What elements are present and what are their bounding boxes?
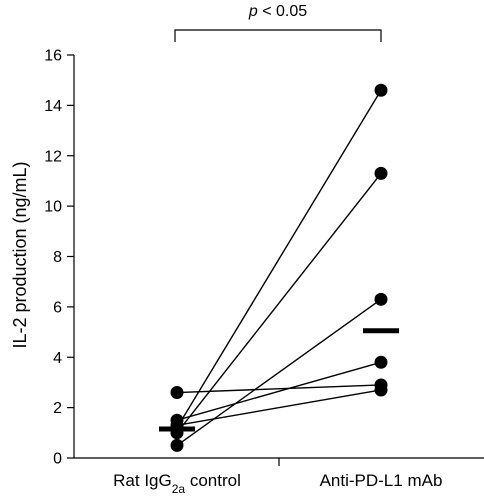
- pair-line: [176, 172, 382, 434]
- x-category-label-control: Rat IgG2a control: [113, 471, 241, 496]
- paired-series: [170, 83, 388, 452]
- p-value-label: p < 0.05: [248, 3, 307, 20]
- y-ticks: 0 2 4 6 8 10 12 14 16: [44, 48, 74, 468]
- pair-line: [176, 298, 382, 446]
- pair-line: [176, 384, 382, 394]
- y-tick-label: 0: [53, 451, 62, 468]
- x-category-label-anti-pd-l1: Anti-PD-L1 mAb: [320, 471, 443, 490]
- pair-line: [176, 89, 382, 429]
- y-tick-label: 14: [44, 98, 62, 115]
- y-tick-label: 10: [44, 199, 62, 216]
- data-point-anti-pd-l1: [374, 355, 388, 369]
- pair-line: [176, 361, 382, 421]
- pair-line: [176, 389, 382, 426]
- data-point-anti-pd-l1: [374, 166, 388, 180]
- mean-markers: [159, 328, 399, 432]
- significance-annotation: p < 0.05: [174, 3, 382, 42]
- data-point-control: [170, 438, 184, 452]
- data-point-anti-pd-l1: [374, 383, 388, 397]
- data-point-control: [170, 386, 184, 400]
- data-point-anti-pd-l1: [374, 292, 388, 306]
- y-axis-label: IL-2 production (ng/mL): [10, 161, 30, 348]
- data-point-anti-pd-l1: [374, 83, 388, 97]
- y-tick-label: 16: [44, 48, 62, 65]
- y-tick-label: 12: [44, 148, 62, 165]
- y-tick-label: 6: [53, 299, 62, 316]
- y-tick-label: 2: [53, 400, 62, 417]
- y-tick-label: 4: [53, 350, 62, 367]
- significance-bracket: [174, 29, 382, 42]
- y-tick-label: 8: [53, 249, 62, 266]
